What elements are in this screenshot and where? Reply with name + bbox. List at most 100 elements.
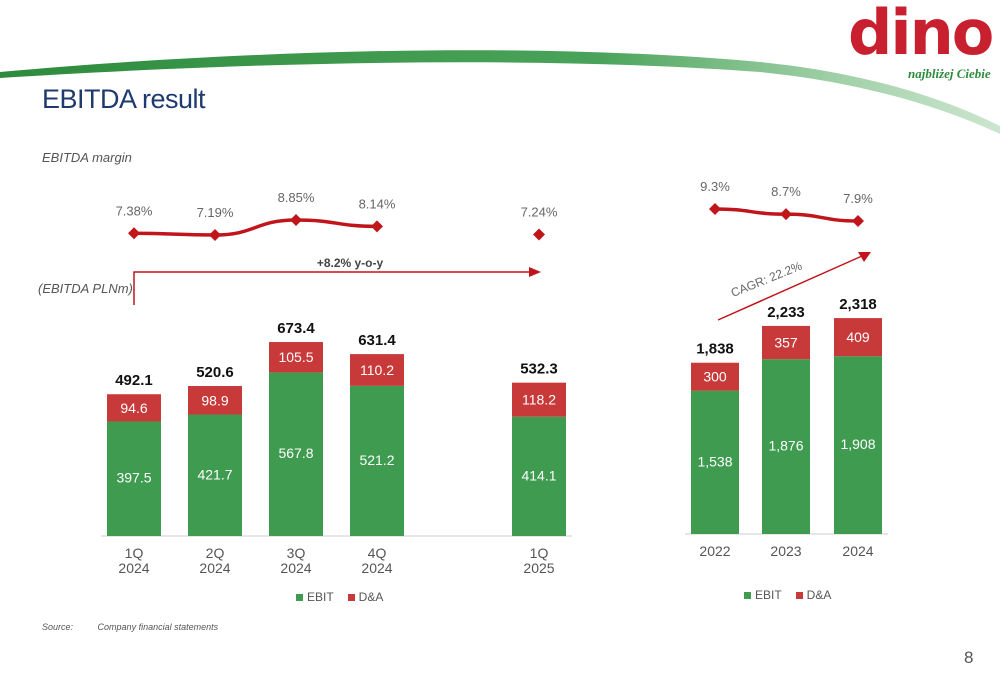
- legend-swatch-da: [795, 591, 803, 599]
- legend-swatch-ebit: [744, 591, 751, 599]
- category-label: 1Q: [125, 545, 144, 561]
- legend-swatch-da: [347, 593, 355, 601]
- legend-item-ebit: EBIT: [744, 588, 782, 602]
- category-label: 2Q: [206, 545, 225, 561]
- margin-marker: [533, 228, 545, 241]
- da-bar: [188, 386, 242, 415]
- category-label: 2025: [523, 560, 554, 576]
- cagr-annotation: CAGR: 22.2%: [729, 259, 804, 300]
- ebit-value-label: 521.2: [359, 452, 394, 468]
- source-text: Company financial statements: [97, 622, 219, 632]
- legend-label-da: D&A: [358, 590, 384, 604]
- ebit-bar: [107, 421, 161, 536]
- category-label: 2024: [361, 560, 392, 576]
- total-value-label: 673.4: [277, 320, 315, 337]
- category-label: 2023: [770, 543, 801, 559]
- logo-wordmark: dino: [848, 0, 994, 69]
- category-label: 2024: [280, 560, 311, 576]
- margin-value-label: 7.38%: [116, 203, 153, 218]
- margin-marker: [852, 215, 864, 227]
- legend-item-da: D&A: [347, 590, 384, 604]
- growth-annotation: +8.2% y-o-y: [317, 256, 384, 270]
- legend-quarterly: EBIT D&A: [296, 590, 383, 604]
- da-value-label: 409: [846, 329, 870, 345]
- total-value-label: 520.6: [196, 364, 234, 381]
- margin-value-label: 7.24%: [521, 205, 558, 220]
- unit-label: (EBITDA PLNm): [38, 281, 133, 296]
- growth-bracket: [133, 271, 530, 305]
- da-value-label: 98.9: [201, 392, 228, 408]
- margin-value-label: 8.7%: [771, 184, 801, 199]
- category-label: 2022: [699, 543, 730, 559]
- legend-item-da: D&A: [795, 588, 832, 602]
- margin-marker: [128, 227, 140, 240]
- margin-label: EBITDA margin: [42, 150, 132, 165]
- ebit-value-label: 414.1: [521, 467, 556, 483]
- dino-logo: dino najbliżej Ciebie: [840, 0, 996, 96]
- da-value-label: 300: [703, 369, 727, 385]
- ebit-value-label: 1,876: [768, 438, 803, 454]
- total-value-label: 2,318: [839, 296, 877, 313]
- da-value-label: 94.6: [120, 400, 147, 416]
- category-label: 1Q: [530, 545, 549, 561]
- margin-marker: [709, 203, 721, 215]
- margin-value-label: 8.85%: [278, 190, 315, 205]
- header-swoosh: [0, 50, 1000, 134]
- da-bar: [834, 318, 882, 357]
- total-value-label: 631.4: [358, 332, 396, 349]
- category-label: 2024: [118, 560, 149, 576]
- ebit-bar: [512, 416, 566, 536]
- category-label: 2024: [842, 543, 873, 559]
- margin-value-label: 9.3%: [700, 179, 730, 194]
- logo-tagline: najbliżej Ciebie: [908, 66, 991, 81]
- total-value-label: 532.3: [520, 361, 558, 378]
- margin-line: [133, 218, 378, 237]
- quarterly-ebitda-chart: 397.594.6492.11Q20247.38%421.798.9520.62…: [101, 190, 572, 576]
- da-value-label: 105.5: [278, 349, 313, 365]
- growth-arrowhead: [529, 267, 541, 277]
- da-value-label: 110.2: [360, 362, 394, 378]
- total-value-label: 492.1: [115, 372, 153, 389]
- margin-value-label: 7.9%: [843, 191, 873, 206]
- ebit-value-label: 421.7: [197, 466, 232, 482]
- margin-value-label: 8.14%: [359, 196, 396, 211]
- annual-ebitda-chart: 1,538 300 1,838 2022 9.3% 1,876 357 2,233 2023 8.…: [685, 179, 888, 559]
- da-value-label: 357: [774, 335, 798, 351]
- ebit-bar: [188, 414, 242, 536]
- source-note: Source: Company financial statements: [42, 622, 218, 632]
- ebit-value-label: 397.5: [116, 470, 151, 486]
- ebit-bar: [762, 359, 810, 534]
- legend-label-da: D&A: [806, 588, 832, 602]
- da-bar: [350, 354, 404, 386]
- margin-value-label: 7.19%: [197, 205, 234, 220]
- ebit-value-label: 1,908: [840, 436, 875, 452]
- page-number: 8: [964, 648, 974, 667]
- total-value-label: 2,233: [767, 304, 805, 321]
- ebit-bar: [269, 372, 323, 536]
- ebit-value-label: 1,538: [697, 453, 732, 469]
- ebit-bar: [350, 385, 404, 536]
- source-label: Source:: [42, 622, 74, 632]
- category-label: 4Q: [368, 545, 387, 561]
- total-value-label: 1,838: [696, 341, 734, 358]
- margin-marker: [209, 229, 221, 241]
- cagr-arrow-line: [717, 255, 863, 321]
- legend-label-ebit: EBIT: [307, 590, 334, 604]
- legend-annual: EBIT D&A: [744, 588, 831, 602]
- da-bar: [762, 325, 810, 360]
- da-bar: [691, 362, 739, 391]
- ebit-value-label: 567.8: [278, 445, 313, 461]
- margin-marker: [290, 214, 302, 226]
- da-bar: [512, 382, 566, 417]
- margin-marker: [371, 220, 383, 233]
- da-bar: [269, 342, 323, 373]
- ebit-bar: [691, 390, 739, 534]
- margin-marker: [780, 208, 792, 221]
- page-title: EBITDA result: [42, 84, 206, 114]
- legend-label-ebit: EBIT: [755, 588, 782, 602]
- da-value-label: 118.2: [522, 392, 556, 408]
- da-bar: [107, 394, 161, 422]
- legend-swatch-ebit: [296, 593, 303, 601]
- ebit-bar: [834, 356, 882, 534]
